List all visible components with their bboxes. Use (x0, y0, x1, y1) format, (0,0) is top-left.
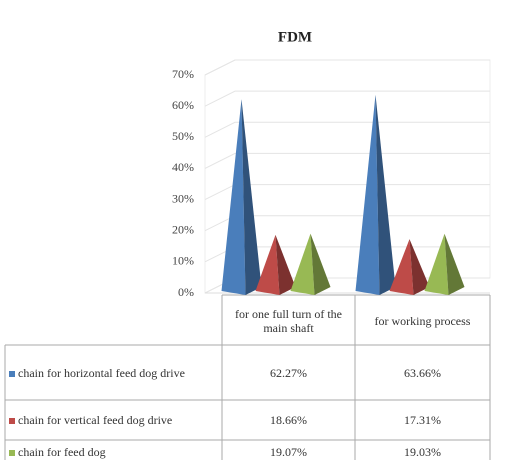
legend-label: chain for vertical feed dog drive (18, 413, 173, 427)
legend-swatch (9, 450, 15, 457)
y-tick-label: 20% (172, 222, 194, 236)
pyramid-side (444, 233, 465, 295)
pyramid-face (424, 233, 449, 295)
legend-swatch (9, 418, 15, 425)
data-label: 18.66% (270, 413, 307, 427)
data-label: 63.66% (404, 365, 441, 380)
pyramid-side (275, 234, 296, 295)
legend-swatch (9, 370, 15, 377)
pyramid (290, 233, 331, 295)
y-tick-label: 0% (178, 285, 194, 299)
y-tick-label: 60% (172, 98, 194, 112)
pyramid-face (355, 94, 380, 295)
y-tick-label: 50% (172, 129, 194, 143)
pyramid (424, 233, 465, 295)
y-tick-label: 30% (172, 191, 194, 205)
pyramid-side (375, 94, 396, 295)
data-label: 17.31% (404, 413, 441, 427)
legend-entry: chain for feed dog (5, 440, 222, 460)
data-label: 19.03% (404, 445, 441, 459)
category-label: for working process (374, 313, 471, 328)
data-label: 62.27% (270, 365, 307, 380)
pyramid (389, 239, 430, 295)
grid-line (204, 121, 490, 138)
pyramid-face (389, 239, 414, 295)
data-label: 19.07% (270, 445, 307, 459)
y-tick-label: 40% (172, 160, 194, 174)
legend-entry: chain for vertical feed dog drive (5, 400, 222, 440)
pyramid-face (255, 234, 280, 295)
legend-item: chain for feed dog (9, 445, 106, 459)
grid-line (204, 59, 490, 76)
pyramid-face (290, 233, 315, 295)
pyramid (255, 234, 296, 295)
chart-title: FDM (278, 29, 312, 45)
legend-item: chain for horizontal feed dog drive (9, 366, 185, 380)
pyramid-side (310, 233, 331, 295)
legend-entry: chain for horizontal feed dog drive (5, 345, 222, 400)
legend-item: chain for vertical feed dog drive (9, 413, 172, 427)
pyramid-side (409, 239, 430, 295)
pyramid (221, 99, 262, 295)
grid-line (204, 90, 490, 107)
pyramid-side (241, 99, 262, 295)
category-label: for one full turn of the main shaft (235, 306, 342, 335)
legend-label: chain for horizontal feed dog drive (18, 365, 185, 380)
y-tick-label: 10% (172, 254, 194, 268)
grid-line (204, 152, 490, 169)
y-tick-label: 70% (172, 67, 194, 81)
legend-label: chain for feed dog (18, 445, 106, 459)
pyramid (355, 94, 396, 295)
pyramid-face (221, 99, 246, 295)
